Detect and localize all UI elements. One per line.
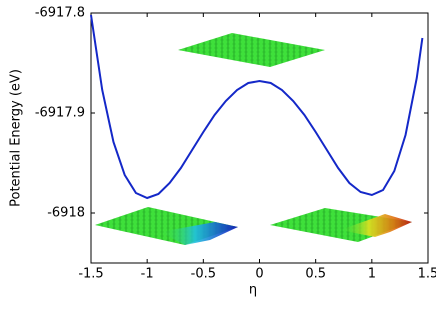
y-tick-label: -6918 xyxy=(47,206,85,221)
y-axis-label: Potential Energy (eV) xyxy=(9,69,24,207)
inset-lattice xyxy=(95,33,412,245)
x-tick-label: 1 xyxy=(368,267,376,282)
x-tick-label: 0.5 xyxy=(305,267,326,282)
line xyxy=(90,14,424,200)
x-tick-label: -1 xyxy=(141,267,154,282)
x-tick-label: 1.5 xyxy=(418,267,436,282)
y-tick-label: -6917.8 xyxy=(35,6,85,21)
x-tick-label: -1.5 xyxy=(78,267,103,282)
x-tick-label: -0.5 xyxy=(191,267,216,282)
x-axis-label: η xyxy=(249,283,257,298)
y-tick-label: -6917.9 xyxy=(35,106,85,121)
x-tick-label: 0 xyxy=(255,267,263,282)
